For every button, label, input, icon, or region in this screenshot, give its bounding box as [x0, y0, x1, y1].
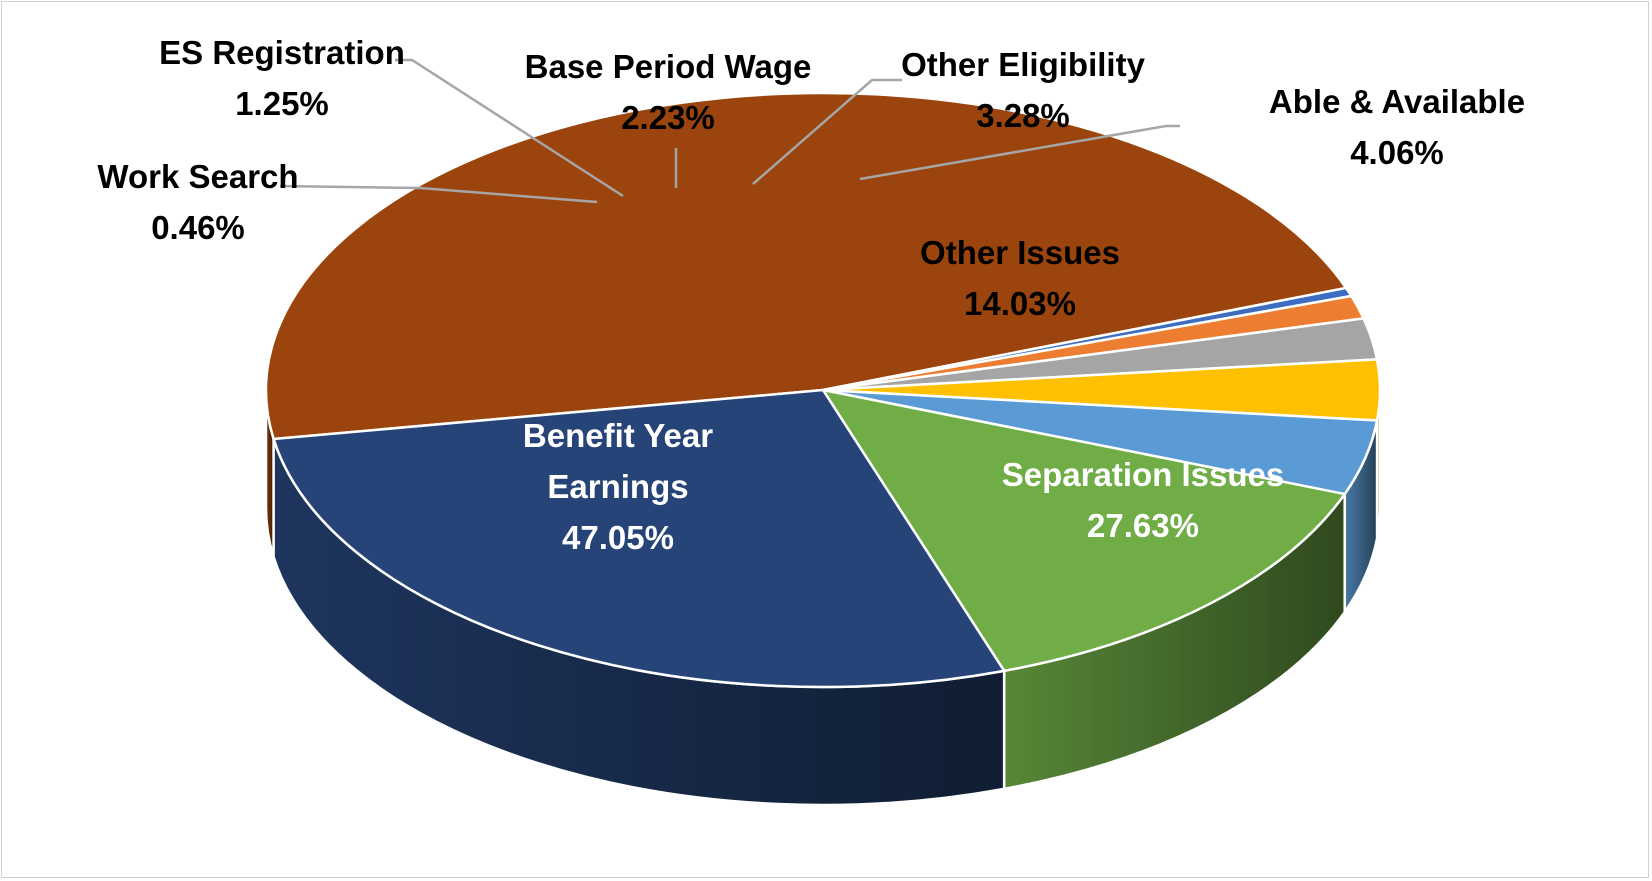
- label-able-and-available: Able & Available 4.06%: [1269, 83, 1525, 171]
- data-labels: Benefit Year Earnings 47.05% Work Search 0.4…: [97, 34, 1525, 556]
- label-name-other-issues: Other Issues: [920, 234, 1120, 271]
- label-es-registration: ES Registration 1.25%: [159, 34, 405, 122]
- leader-other-eligibility: [752, 78, 902, 185]
- leader-lines: [279, 58, 1180, 204]
- label-other-eligibility: Other Eligibility 3.28%: [901, 46, 1146, 134]
- leader-able-and-available: [859, 124, 1180, 181]
- leader-es-registration: [395, 58, 624, 198]
- leader-work-search: [279, 184, 598, 204]
- label-value-other-issues: 14.03%: [964, 285, 1076, 322]
- label-value-es-registration: 1.25%: [235, 85, 329, 122]
- label-other-issues: Other Issues 14.03%: [920, 234, 1120, 322]
- label-base-period-wage: Base Period Wage 2.23%: [525, 48, 812, 136]
- slice-separation-issues: [272, 388, 1006, 689]
- slice-benefit-year-earnings: [264, 91, 1348, 441]
- label-value-benefit-year-earnings: 47.05%: [562, 519, 674, 556]
- label-name-able-and-available: Able & Available: [1269, 83, 1525, 120]
- slice-other-issues: [821, 388, 1346, 673]
- label-name-base-period-wage: Base Period Wage: [525, 48, 812, 85]
- label-name-benefit-year-earnings-line-2: Earnings: [547, 468, 688, 505]
- label-name-benefit-year-earnings-line-1: Benefit Year: [523, 417, 713, 454]
- label-value-other-eligibility: 3.28%: [976, 97, 1070, 134]
- label-name-es-registration: ES Registration: [159, 34, 405, 71]
- label-name-separation-issues: Separation Issues: [1002, 456, 1284, 493]
- label-benefit-year-earnings: Benefit Year Earnings 47.05%: [523, 417, 713, 556]
- label-value-able-and-available: 4.06%: [1350, 134, 1444, 171]
- pie-top: [264, 91, 1382, 689]
- label-value-separation-issues: 27.63%: [1087, 507, 1199, 544]
- label-separation-issues: Separation Issues 27.63%: [1002, 456, 1284, 544]
- label-name-other-eligibility: Other Eligibility: [901, 46, 1146, 83]
- label-work-search: Work Search 0.46%: [97, 158, 298, 246]
- label-name-work-search: Work Search: [97, 158, 298, 195]
- label-value-work-search: 0.46%: [151, 209, 245, 246]
- label-value-base-period-wage: 2.23%: [621, 99, 715, 136]
